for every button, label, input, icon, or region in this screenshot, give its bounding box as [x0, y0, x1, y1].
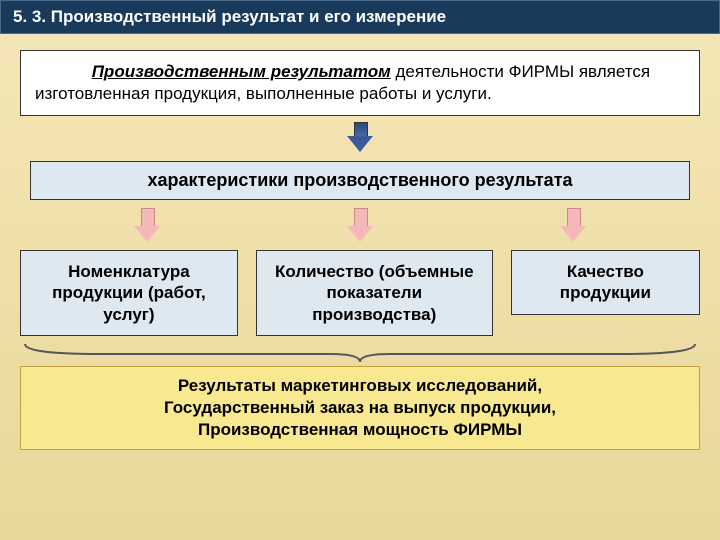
definition-lead: Производственным результатом: [92, 62, 391, 81]
arrows-to-categories: [0, 208, 720, 244]
arrow-pink-icon: [561, 208, 585, 244]
category-label: Качество продукции: [560, 262, 651, 302]
footer-line3: Производственная мощность ФИРМЫ: [35, 419, 685, 441]
arrow-pink-icon: [348, 208, 372, 244]
category-box-quantity: Количество (объемные показатели производ…: [256, 250, 493, 336]
curly-brace-icon: [20, 342, 700, 364]
arrow-down-icon: [347, 122, 373, 152]
category-label: Номенклатура продукции (работ, услуг): [52, 262, 206, 324]
arrow-pink-icon: [135, 208, 159, 244]
category-box-nomenclature: Номенклатура продукции (работ, услуг): [20, 250, 238, 336]
footer-line2: Государственный заказ на выпуск продукци…: [35, 397, 685, 419]
section-header: 5. 3. Производственный результат и его и…: [0, 0, 720, 34]
characteristics-box: характеристики производственного результ…: [30, 161, 690, 200]
characteristics-title: характеристики производственного результ…: [147, 170, 572, 190]
category-label: Количество (объемные показатели производ…: [275, 262, 474, 324]
footer-line1: Результаты маркетинговых исследований,: [35, 375, 685, 397]
definition-box: XXXXXПроизводственным результатом деятел…: [20, 50, 700, 116]
footer-box: Результаты маркетинговых исследований, Г…: [20, 366, 700, 450]
header-title: 5. 3. Производственный результат и его и…: [13, 7, 446, 26]
category-box-quality: Качество продукции: [511, 250, 700, 315]
categories-row: Номенклатура продукции (работ, услуг) Ко…: [0, 250, 720, 336]
brace-container: [20, 342, 700, 364]
arrow-to-characteristics: [0, 122, 720, 157]
